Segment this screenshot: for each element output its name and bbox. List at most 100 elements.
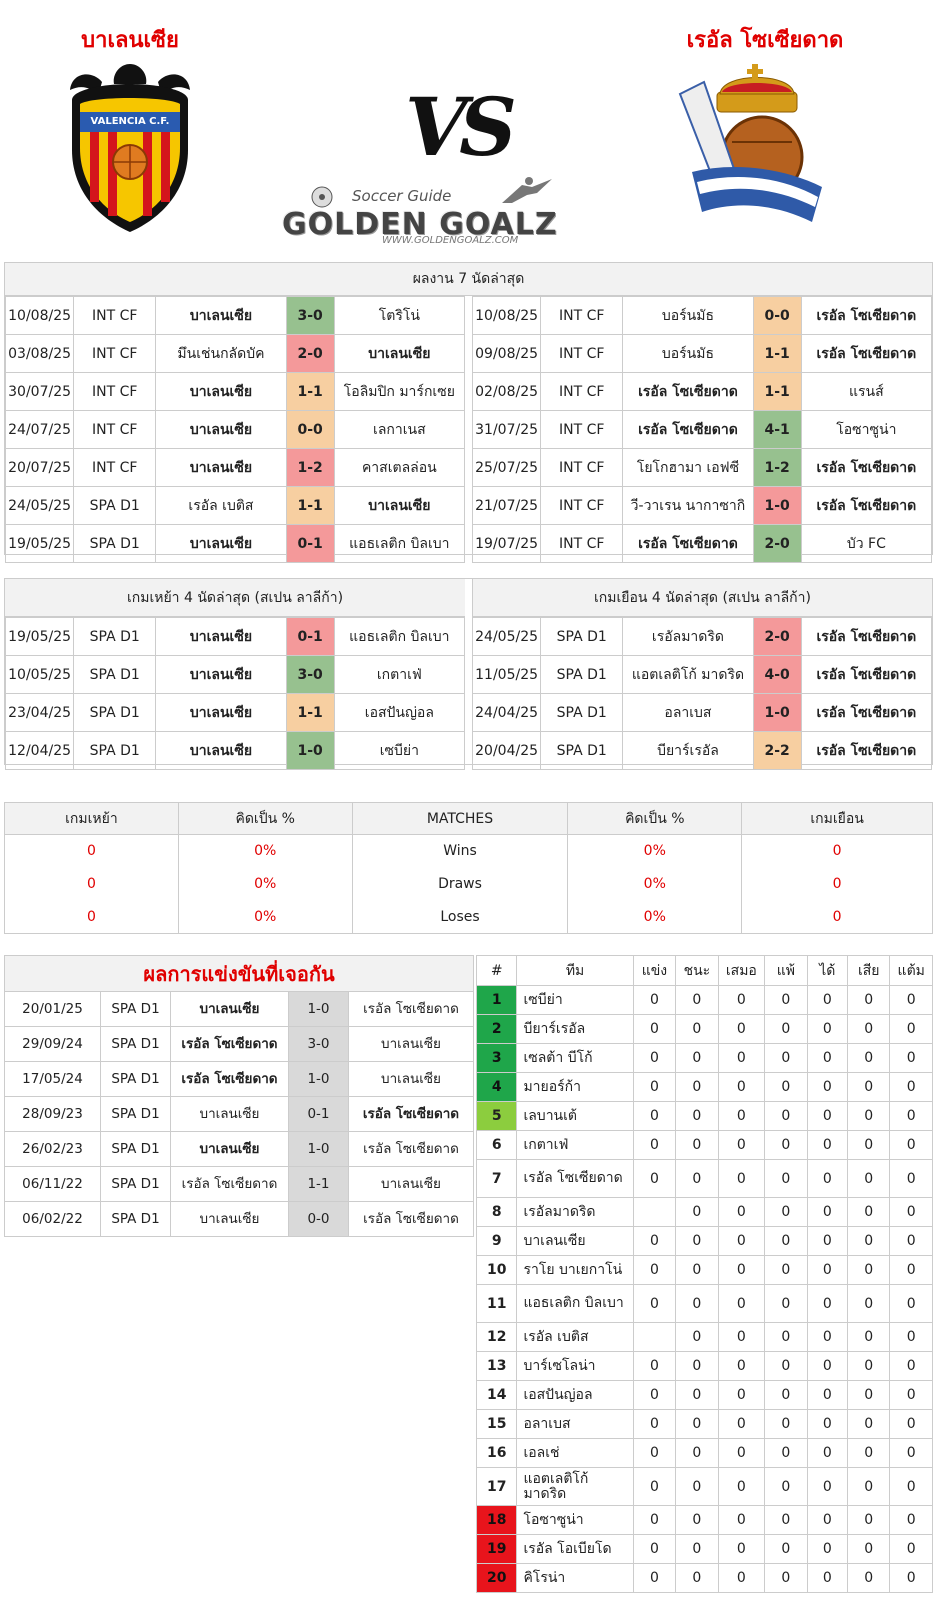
match-competition: SPA D1 <box>73 486 157 525</box>
standings-d: 0 <box>717 1380 766 1410</box>
h2h-score: 1-1 <box>288 1166 349 1202</box>
standings-header: แต้ม <box>889 955 933 986</box>
standings-row: 13 บาร์เซโลน่า 0 0 0 0 0 0 0 <box>475 1351 933 1381</box>
standings-gf: 0 <box>806 1043 849 1073</box>
standings-p: 0 <box>632 1159 677 1198</box>
match-row: 20/04/25 SPA D1 บียาร์เรอัล 2-2 เรอัล โซเซีย… <box>471 731 933 770</box>
match-away-team: แอธเลติก บิลเบา <box>333 617 466 656</box>
standings-w: 0 <box>675 1467 719 1506</box>
standings-l: 0 <box>764 1159 808 1198</box>
match-competition: INT CF <box>540 524 624 563</box>
h2h-competition: SPA D1 <box>100 1166 171 1202</box>
standings-d: 0 <box>717 1255 766 1285</box>
standings-gf: 0 <box>806 1322 849 1352</box>
match-row: 11/05/25 SPA D1 แอตเลติโก้ มาดริด 4-0 เรอัล … <box>471 655 933 694</box>
standings-team: แอธเลติก บิลเบา <box>516 1284 634 1323</box>
match-home-team: บียาร์เรอัล <box>622 731 754 770</box>
standings-rank: 5 <box>475 1101 518 1131</box>
standings-w: 0 <box>675 1322 719 1352</box>
standings-team: โอซาซูน่า <box>516 1505 634 1535</box>
standings-rank: 11 <box>475 1284 518 1323</box>
h2h-home-team: เรอัล โซเซียดาด <box>170 1061 289 1097</box>
match-home-team: บาเลนเซีย <box>155 617 287 656</box>
standings-team: เรอัล เบติส <box>516 1322 634 1352</box>
standings-team: เรอัล โอเบียโด <box>516 1534 634 1564</box>
match-competition: INT CF <box>540 372 624 411</box>
standings-row: 10 ราโย บาเยกาโน่ 0 0 0 0 0 0 0 <box>475 1255 933 1285</box>
standings-l: 0 <box>764 1534 808 1564</box>
standings-rank: 2 <box>475 1014 518 1044</box>
home-last7-table: 10/08/25 INT CF บาเลนเซีย 3-0 โตริโน่ 03/08/2… <box>4 296 466 563</box>
standings-d: 0 <box>717 1351 766 1381</box>
h2h-row: 20/01/25 SPA D1 บาเลนเซีย 1-0 เรอัล โซเซียดา… <box>4 991 474 1027</box>
match-date: 10/08/25 <box>471 296 542 335</box>
standings-row: 11 แอธเลติก บิลเบา 0 0 0 0 0 0 0 <box>475 1284 933 1323</box>
standings-gf: 0 <box>806 1505 849 1535</box>
standings-rank: 10 <box>475 1255 518 1285</box>
h2h-date: 17/05/24 <box>4 1061 101 1097</box>
brand-logo: Soccer Guide GOLDEN GOALZ WWW.GOLDENGOAL… <box>282 177 612 246</box>
match-away-team: เลกาเนส <box>333 410 466 449</box>
standings-ga: 0 <box>846 1563 891 1593</box>
standings-header: เสมอ <box>717 955 766 986</box>
match-row: 24/05/25 SPA D1 เรอัลมาดริด 2-0 เรอัล โซเซีย… <box>471 617 933 656</box>
match-date: 24/05/25 <box>471 617 542 656</box>
standings-d: 0 <box>717 1014 766 1044</box>
match-date: 19/07/25 <box>471 524 542 563</box>
standings-w: 0 <box>675 1438 719 1468</box>
h2h-home-team: บาเลนเซีย <box>170 1201 289 1237</box>
match-date: 12/04/25 <box>4 731 75 770</box>
match-home-team: แอตเลติโก้ มาดริด <box>622 655 754 694</box>
match-row: 23/04/25 SPA D1 บาเลนเซีย 1-1 เอสปันญ่อล <box>4 693 466 732</box>
match-away-team: เรอัล โซเซียดาด <box>800 296 933 335</box>
match-away-team: โอลิมปิก มาร์กเซย <box>333 372 466 411</box>
standings-w: 0 <box>675 1284 719 1323</box>
standings-p: 0 <box>632 1072 677 1102</box>
match-competition: SPA D1 <box>73 655 157 694</box>
standings-l: 0 <box>764 1130 808 1160</box>
h2h-score: 0-1 <box>288 1096 349 1132</box>
h2h-competition: SPA D1 <box>100 1026 171 1062</box>
match-home-team: บาเลนเซีย <box>155 524 287 563</box>
standings-ga: 0 <box>846 1380 891 1410</box>
brand-tagline: Soccer Guide <box>352 187 452 205</box>
standings-rank: 14 <box>475 1380 518 1410</box>
h2h-date: 06/02/22 <box>4 1201 101 1237</box>
match-competition: INT CF <box>73 334 157 373</box>
stats-label: Wins <box>351 834 568 868</box>
standings-pts: 0 <box>889 1159 933 1198</box>
match-date: 30/07/25 <box>4 372 75 411</box>
standings-pts: 0 <box>889 1534 933 1564</box>
match-score: 4-1 <box>752 410 802 449</box>
standings-gf: 0 <box>806 1438 849 1468</box>
standings-row: 2 บียาร์เรอัล 0 0 0 0 0 0 0 <box>475 1014 933 1044</box>
h2h-score: 1-0 <box>288 1061 349 1097</box>
standings-rank: 1 <box>475 985 518 1015</box>
standings-rank: 20 <box>475 1563 518 1593</box>
standings-w: 0 <box>675 1197 719 1227</box>
standings-gf: 0 <box>806 1130 849 1160</box>
match-away-team: โตริโน่ <box>333 296 466 335</box>
standings-gf: 0 <box>806 1409 849 1439</box>
standings-header: ทีม <box>516 955 634 986</box>
standings-gf: 0 <box>806 1226 849 1256</box>
valencia-crest-icon <box>70 64 190 232</box>
match-date: 10/08/25 <box>4 296 75 335</box>
standings-w: 0 <box>675 1014 719 1044</box>
stats-header: เกมเหย้า <box>4 802 179 835</box>
standings-pts: 0 <box>889 1255 933 1285</box>
match-score: 3-0 <box>285 296 335 335</box>
match-date: 03/08/25 <box>4 334 75 373</box>
stats-label: Draws <box>351 867 568 901</box>
match-competition: SPA D1 <box>73 731 157 770</box>
standings-p: 0 <box>632 1043 677 1073</box>
standings-pts: 0 <box>889 1226 933 1256</box>
soccer-ball-icon <box>311 186 333 208</box>
standings-team: บาเลนเซีย <box>516 1226 634 1256</box>
standings-row: 5 เลบานเต้ 0 0 0 0 0 0 0 <box>475 1101 933 1131</box>
h2h-date: 28/09/23 <box>4 1096 101 1132</box>
standings-team: แอตเลติโก้ มาดริด <box>516 1467 634 1506</box>
standings-d: 0 <box>717 1409 766 1439</box>
standings-w: 0 <box>675 985 719 1015</box>
standings-gf: 0 <box>806 1380 849 1410</box>
